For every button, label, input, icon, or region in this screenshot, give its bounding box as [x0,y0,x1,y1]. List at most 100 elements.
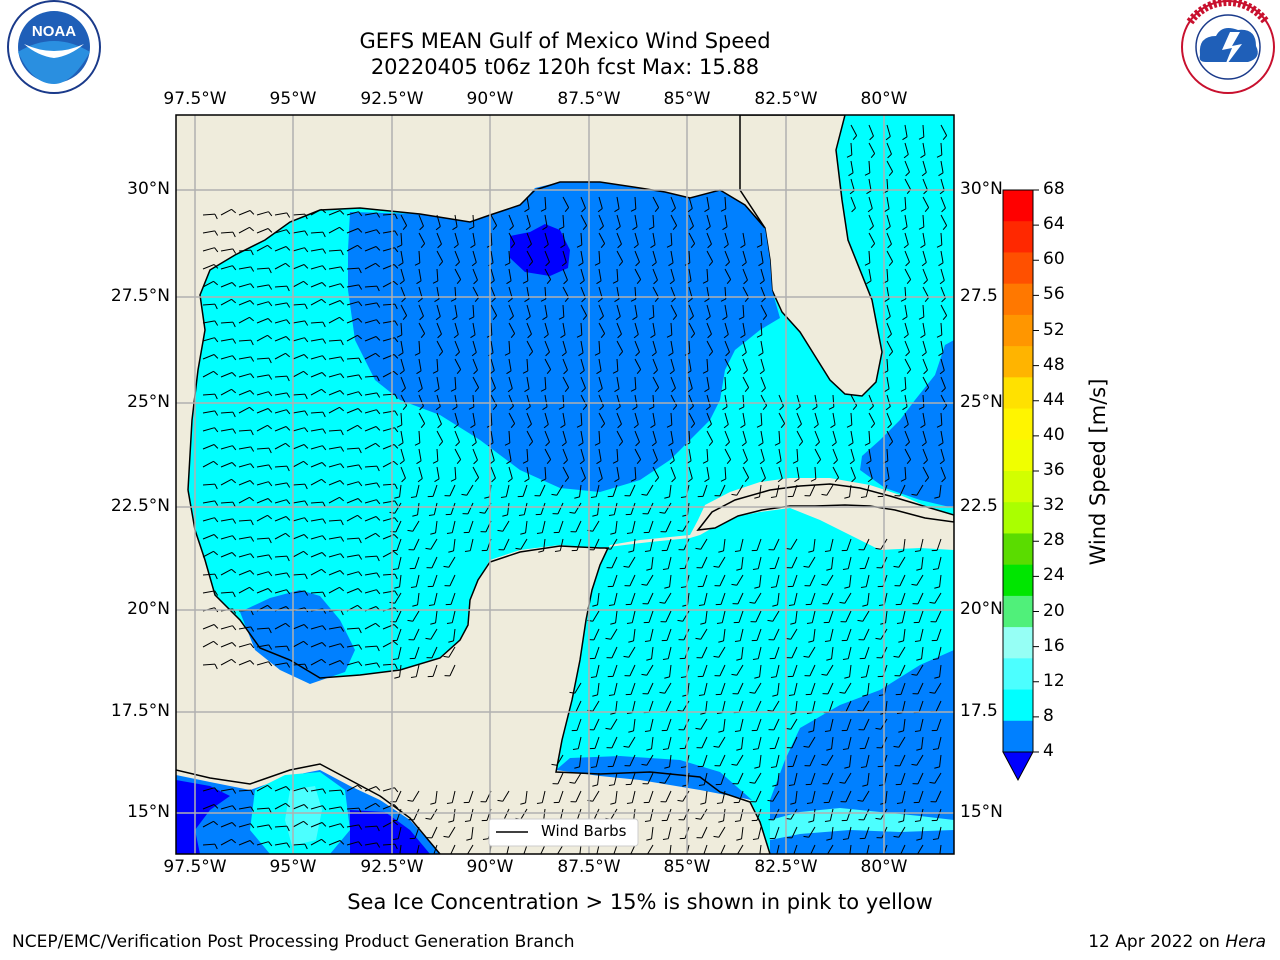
wind-barb [936,232,943,248]
latitude-label: 15°N [960,802,1003,822]
wind-barb [364,465,380,472]
wind-barb [805,772,816,786]
wind-barb [850,394,858,411]
wind-barb [938,250,944,267]
wind-barb [738,304,745,320]
wind-barb [668,340,674,357]
wind-barb [328,300,345,306]
wind-barb [786,646,798,659]
wind-barb [931,808,942,822]
wind-barb [542,304,548,321]
wind-barb [714,664,726,677]
wind-barb [758,430,764,447]
wind-barb [625,592,636,606]
wind-barb [292,590,309,596]
wind-barb [364,589,381,595]
wind-barb [749,592,762,604]
wind-barb [408,538,420,551]
wind-barb [893,646,906,658]
wind-barb [670,304,678,321]
wind-barb [364,352,381,360]
wind-barb [256,374,273,380]
wind-barb [641,664,654,676]
wind-barb [724,268,732,285]
wind-barb [616,340,624,357]
latitude-label: 25°N [960,392,1003,412]
wind-barb [756,232,763,248]
wind-barb [597,376,603,393]
wind-barb [470,232,476,249]
wind-barb [392,826,402,841]
wind-barb [849,178,855,195]
noaa-logo: NOAA [7,0,101,94]
wind-barb [832,466,840,483]
wind-barb [506,448,512,465]
wind-barb [670,466,676,483]
wind-barb [864,430,871,446]
wind-barb [412,502,420,517]
footer-date: 12 Apr 2022 on Hera [1088,932,1266,952]
wind-barb [921,340,927,357]
wind-barb [902,304,908,321]
wind-barb [848,430,854,447]
wind-barb [662,646,672,661]
wind-barb [884,196,890,213]
wind-barb [454,430,460,447]
wind-barb [508,304,514,321]
wind-barb [696,736,708,749]
wind-barb [932,736,942,751]
wind-barb [912,592,924,605]
wind-barb [885,304,891,321]
wind-barb [220,248,237,254]
wind-barb [382,393,398,400]
wind-barb [464,538,474,553]
wind-barb [543,322,549,339]
wind-barb [659,502,672,514]
wind-barb [713,556,726,568]
wind-barb [659,772,672,784]
wind-barb [929,682,942,694]
wind-barb [718,808,726,823]
wind-barb [668,430,674,447]
wind-barb [741,340,747,357]
wind-barb [490,304,498,321]
wind-barb [900,466,907,482]
wind-barb [934,484,942,499]
longitude-label: 95°W [269,89,317,109]
wind-barb [751,808,762,822]
wind-barb [662,556,672,571]
wind-barb [786,556,798,569]
wind-barb [238,446,255,452]
wind-barb [824,628,834,643]
wind-barb [346,807,362,814]
wind-barb [274,229,291,235]
colorbar-tick-label: 48 [1043,354,1065,375]
wind-barb [904,250,910,267]
wind-barb [740,412,746,429]
wind-barb [256,357,272,364]
wind-barb [931,538,942,552]
wind-barb [504,250,511,266]
wind-barb [202,820,219,828]
wind-barb [904,160,910,177]
footer-host: Hera [1225,932,1266,952]
wind-barb [414,250,421,266]
wind-barb [912,682,924,695]
wind-barb [522,844,528,854]
wind-barb [220,478,237,486]
wind-barb [590,664,600,679]
wind-barb [394,574,402,589]
wind-barb [677,700,690,712]
wind-barb [328,226,345,234]
wind-barb [220,625,237,631]
wind-barb [592,502,600,517]
wind-barb [310,568,327,576]
wind-barb [292,303,308,310]
wind-barb [826,736,834,751]
wind-barb [918,124,925,140]
wind-barb [382,843,398,850]
wind-barb [770,574,780,589]
wind-barb [202,534,219,540]
wind-barb [238,463,255,469]
wind-barb [560,412,566,429]
